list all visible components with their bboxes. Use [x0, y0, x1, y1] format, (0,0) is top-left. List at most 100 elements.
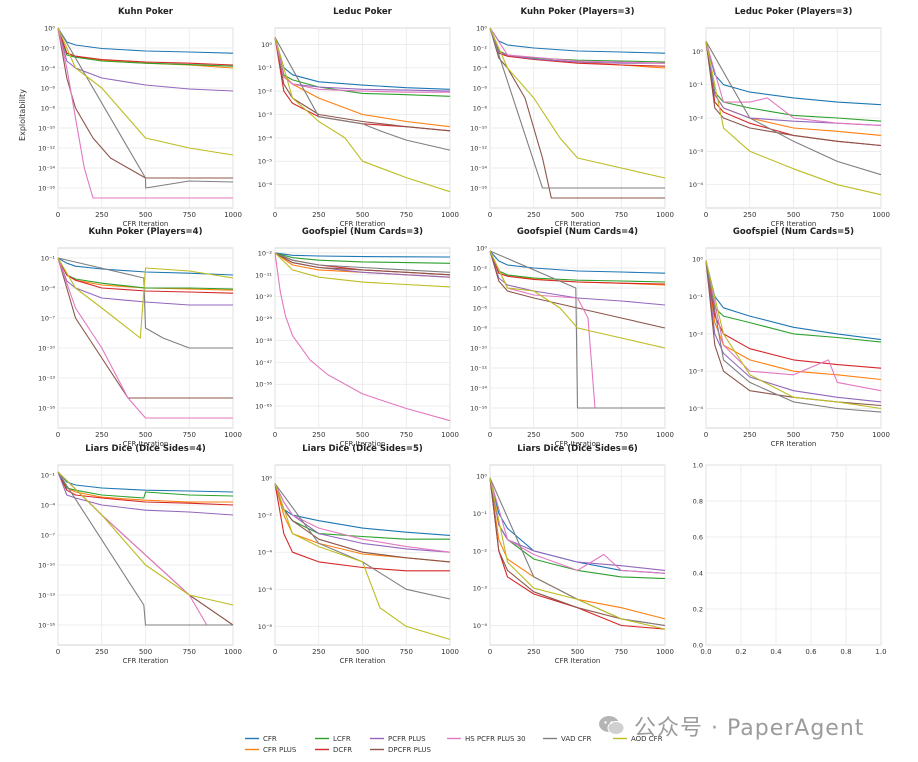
series-line	[274, 252, 451, 258]
x-tick-label: 1000	[441, 211, 459, 219]
x-axis-label: CFR Iteration	[555, 220, 601, 228]
legend-label: AOD CFR	[631, 735, 663, 743]
series-line	[57, 471, 233, 626]
x-tick-label: 250	[312, 431, 325, 439]
y-tick-label: 10⁻²	[473, 265, 488, 273]
y-tick-label: 10⁻¹²	[38, 145, 55, 153]
x-tick-label: 750	[400, 211, 413, 219]
subplot: 0 250 500 750 1000 10⁰ 10⁻¹ 10⁻² 10⁻³ 10⁻⁴ 10⁻⁵ 10⁻…	[258, 7, 459, 228]
x-tick-label: 1000	[872, 211, 890, 219]
y-tick-label: 10⁻⁴	[689, 405, 704, 413]
subplot-title: Liars Dice (Dice Sides=4)	[85, 444, 206, 454]
subplot-title: Goofspiel (Num Cards=3)	[302, 227, 423, 237]
x-tick-label: 750	[831, 431, 844, 439]
subplot: 0 250 500 750 1000 10⁻¹ 10⁻⁴ 10⁻⁷ 10⁻¹⁰ 10⁻¹³ 10⁻¹…	[38, 227, 242, 448]
series-line	[57, 27, 234, 66]
y-tick-label: 10⁻¹⁶	[38, 185, 55, 193]
series-line	[274, 252, 451, 276]
x-tick-label: 500	[356, 211, 369, 219]
subplot-title: Leduc Poker	[333, 7, 393, 17]
y-tick-label: 0.2	[693, 606, 703, 614]
y-tick-label: 10⁻²⁰	[255, 293, 272, 301]
x-axis-label: CFR Iteration	[555, 657, 601, 665]
x-tick-label: 250	[312, 211, 325, 219]
subplot-title: Liars Dice (Dice Sides=6)	[517, 444, 638, 454]
x-tick-label: 500	[139, 211, 152, 219]
series-line	[705, 41, 882, 196]
x-axis-label: CFR Iteration	[340, 657, 386, 665]
series-line	[57, 257, 233, 419]
y-tick-label: 10⁻⁸	[473, 325, 488, 333]
series-line	[57, 27, 234, 156]
series-line	[489, 27, 665, 189]
legend-item: VAD CFR	[543, 735, 592, 743]
series-line	[57, 27, 234, 189]
y-tick-label: 10⁻²	[689, 330, 704, 338]
legend-item: CFR PLUS	[245, 746, 297, 754]
x-axis-label: CFR Iteration	[555, 440, 601, 448]
x-tick-label: 500	[356, 431, 369, 439]
y-tick-label: 10⁰	[692, 48, 703, 56]
series-line	[274, 252, 451, 288]
x-tick-label: 250	[527, 211, 540, 219]
y-tick-label: 10⁰	[261, 474, 272, 482]
y-tick-label: 10⁻⁶	[258, 181, 273, 189]
series-line	[57, 257, 234, 276]
y-tick-label: 10⁻⁴	[41, 502, 56, 510]
y-tick-label: 10⁻²	[258, 249, 273, 257]
y-tick-label: 10⁻³	[473, 585, 488, 593]
series-line	[57, 257, 234, 339]
legend-item: HS PCFR PLUS 30	[447, 735, 526, 743]
x-tick-label: 0.0	[700, 648, 711, 656]
subplot-title: Leduc Poker (Players=3)	[735, 7, 853, 17]
y-tick-label: 10⁰	[44, 25, 55, 33]
series-line	[705, 41, 882, 106]
y-tick-label: 10⁻¹⁰	[470, 125, 487, 133]
x-tick-label: 500	[139, 648, 152, 656]
series-line	[57, 27, 234, 92]
series-line	[489, 477, 666, 630]
x-tick-label: 250	[95, 648, 108, 656]
y-tick-label: 10⁻³	[258, 111, 273, 119]
y-tick-label: 10⁰	[476, 245, 487, 253]
legend-label: DPCFR PLUS	[388, 746, 432, 754]
series-line	[705, 41, 882, 176]
subplot-grid: 0 250 500 750 1000 10⁰ 10⁻² 10⁻⁴ 10⁻⁶ 10⁻⁸ 10⁻¹⁰ 10…	[38, 7, 890, 665]
legend-item: DCFR	[315, 746, 352, 754]
series-line	[57, 257, 234, 294]
series-line	[489, 250, 666, 274]
series-line	[489, 27, 666, 179]
x-tick-label: 0	[488, 431, 492, 439]
y-tick-label: 10⁻⁴⁷	[255, 359, 272, 367]
legend-item: LCFR	[315, 735, 351, 743]
x-tick-label: 0.6	[805, 648, 817, 656]
y-tick-label: 10⁻¹⁴	[470, 165, 487, 173]
y-tick-label: 10⁻¹⁶	[38, 622, 55, 630]
y-axis-label: Exploitability	[18, 89, 27, 141]
y-tick-label: 10⁻⁷	[41, 315, 56, 323]
x-axis-label: CFR Iteration	[340, 220, 386, 228]
y-tick-label: 10⁰	[476, 473, 487, 481]
x-tick-label: 1000	[656, 211, 674, 219]
series-line	[489, 250, 666, 329]
series-line	[274, 483, 451, 553]
subplot: 0 250 500 750 1000 10⁰ 10⁻¹ 10⁻² 10⁻³ 10⁻⁴ Goofspi…	[689, 227, 890, 448]
x-tick-label: 1.0	[875, 648, 886, 656]
series-line	[274, 483, 451, 640]
x-tick-label: 250	[95, 431, 108, 439]
y-tick-label: 10⁻¹²	[470, 365, 487, 373]
legend-label: DCFR	[333, 746, 352, 754]
watermark-text: 公众号 · PaperAgent	[634, 716, 865, 741]
y-tick-label: 10⁻¹⁶	[470, 405, 487, 413]
x-tick-label: 0.2	[735, 648, 746, 656]
series-line	[274, 483, 450, 572]
series-line	[274, 252, 451, 264]
y-tick-label: 10⁻⁴	[258, 549, 273, 557]
wechat-icon	[598, 714, 626, 738]
series-line	[705, 41, 882, 147]
x-axis-label: CFR Iteration	[123, 440, 169, 448]
y-tick-label: 10⁻¹	[689, 293, 704, 301]
y-tick-label: 10⁻¹⁶	[38, 405, 55, 413]
y-tick-label: 10⁻³	[689, 368, 704, 376]
